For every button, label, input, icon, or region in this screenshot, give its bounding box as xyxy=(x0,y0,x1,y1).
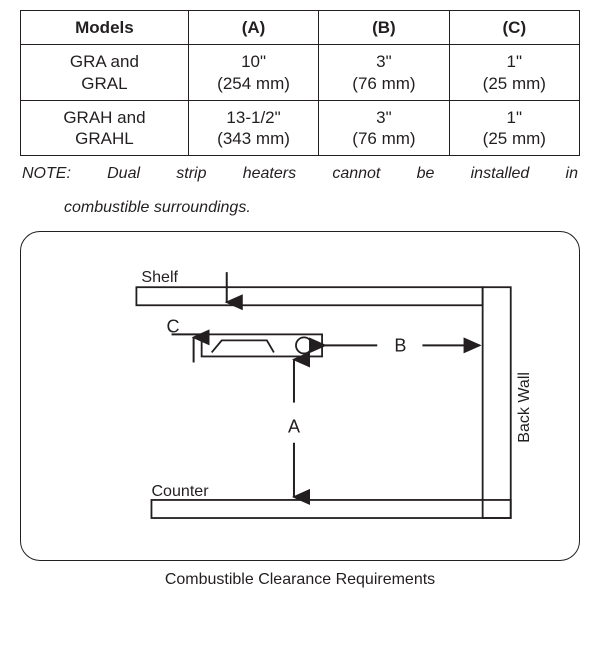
clearance-table: Models (A) (B) (C) GRA and GRAL 10" (254… xyxy=(20,10,580,156)
label-back-wall: Back Wall xyxy=(515,372,533,443)
col-header-a: (A) xyxy=(188,11,318,45)
cell-model: GRA and GRAL xyxy=(21,45,189,101)
dim-b: B xyxy=(394,335,406,355)
diagram-svg: Shelf Counter Back Wall C A B xyxy=(21,232,579,559)
cell-model: GRAH and GRAHL xyxy=(21,100,189,156)
table-header-row: Models (A) (B) (C) xyxy=(21,11,580,45)
label-shelf: Shelf xyxy=(141,268,178,286)
cell-b: 3" (76 mm) xyxy=(319,100,449,156)
cell-c: 1" (25 mm) xyxy=(449,45,579,101)
cell-b: 3" (76 mm) xyxy=(319,45,449,101)
table-row: GRA and GRAL 10" (254 mm) 3" (76 mm) 1" … xyxy=(21,45,580,101)
table-row: GRAH and GRAHL 13-1/2" (343 mm) 3" (76 m… xyxy=(21,100,580,156)
clearance-diagram: Shelf Counter Back Wall C A B xyxy=(20,231,580,561)
note-line2: combustible surroundings. xyxy=(64,199,578,217)
diagram-caption: Combustible Clearance Requirements xyxy=(20,571,580,589)
col-header-models: Models xyxy=(21,11,189,45)
dim-a: A xyxy=(288,417,300,437)
dim-c: C xyxy=(167,316,180,336)
label-counter: Counter xyxy=(151,482,209,500)
cell-a: 10" (254 mm) xyxy=(188,45,318,101)
note-line1: NOTE: Dual strip heaters cannot be insta… xyxy=(22,164,578,185)
cell-c: 1" (25 mm) xyxy=(449,100,579,156)
col-header-c: (C) xyxy=(449,11,579,45)
cell-a: 13-1/2" (343 mm) xyxy=(188,100,318,156)
col-header-b: (B) xyxy=(319,11,449,45)
